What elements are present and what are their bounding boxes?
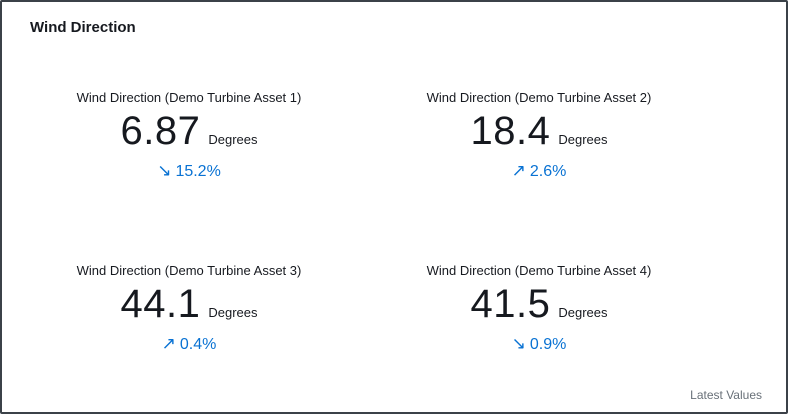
kpi-value-row: 6.87 Degrees [14,108,364,154]
kpi-value-row: 44.1 Degrees [14,281,364,327]
kpi-card-asset-4: Wind Direction (Demo Turbine Asset 4) 41… [364,263,714,356]
trend-value: 0.9% [529,336,567,353]
latest-values-label: Latest Values [690,388,762,402]
kpi-grid: Wind Direction (Demo Turbine Asset 1) 6.… [2,90,786,356]
kpi-card-asset-2: Wind Direction (Demo Turbine Asset 2) 18… [364,90,714,183]
kpi-label: Wind Direction (Demo Turbine Asset 3) [76,263,302,278]
kpi-trend: ↗ 0.4% [14,333,364,356]
trend-value: 15.2% [175,163,221,180]
kpi-unit: Degrees [558,132,608,147]
trend-value: 0.4% [179,336,217,353]
kpi-trend: ↘ 15.2% [14,160,364,183]
kpi-card-asset-3: Wind Direction (Demo Turbine Asset 3) 44… [14,263,364,356]
kpi-unit: Degrees [558,305,608,320]
kpi-trend: ↗ 2.6% [364,160,714,183]
kpi-value: 6.87 [120,109,201,153]
kpi-card-asset-1: Wind Direction (Demo Turbine Asset 1) 6.… [14,90,364,183]
widget-title: Wind Direction [30,19,136,36]
kpi-unit: Degrees [208,305,258,320]
trend-down-icon: ↘ [157,161,172,180]
kpi-trend: ↘ 0.9% [364,333,714,356]
trend-up-icon: ↗ [511,161,526,180]
kpi-value: 41.5 [470,282,551,326]
kpi-label: Wind Direction (Demo Turbine Asset 2) [426,90,652,105]
kpi-value-row: 18.4 Degrees [364,108,714,154]
kpi-value-row: 41.5 Degrees [364,281,714,327]
kpi-unit: Degrees [208,132,258,147]
trend-value: 2.6% [529,163,567,180]
trend-down-icon: ↘ [511,334,526,353]
kpi-label: Wind Direction (Demo Turbine Asset 1) [76,90,302,105]
kpi-value: 18.4 [470,109,551,153]
kpi-value: 44.1 [120,282,201,326]
kpi-label: Wind Direction (Demo Turbine Asset 4) [426,263,652,278]
trend-up-icon: ↗ [161,334,176,353]
